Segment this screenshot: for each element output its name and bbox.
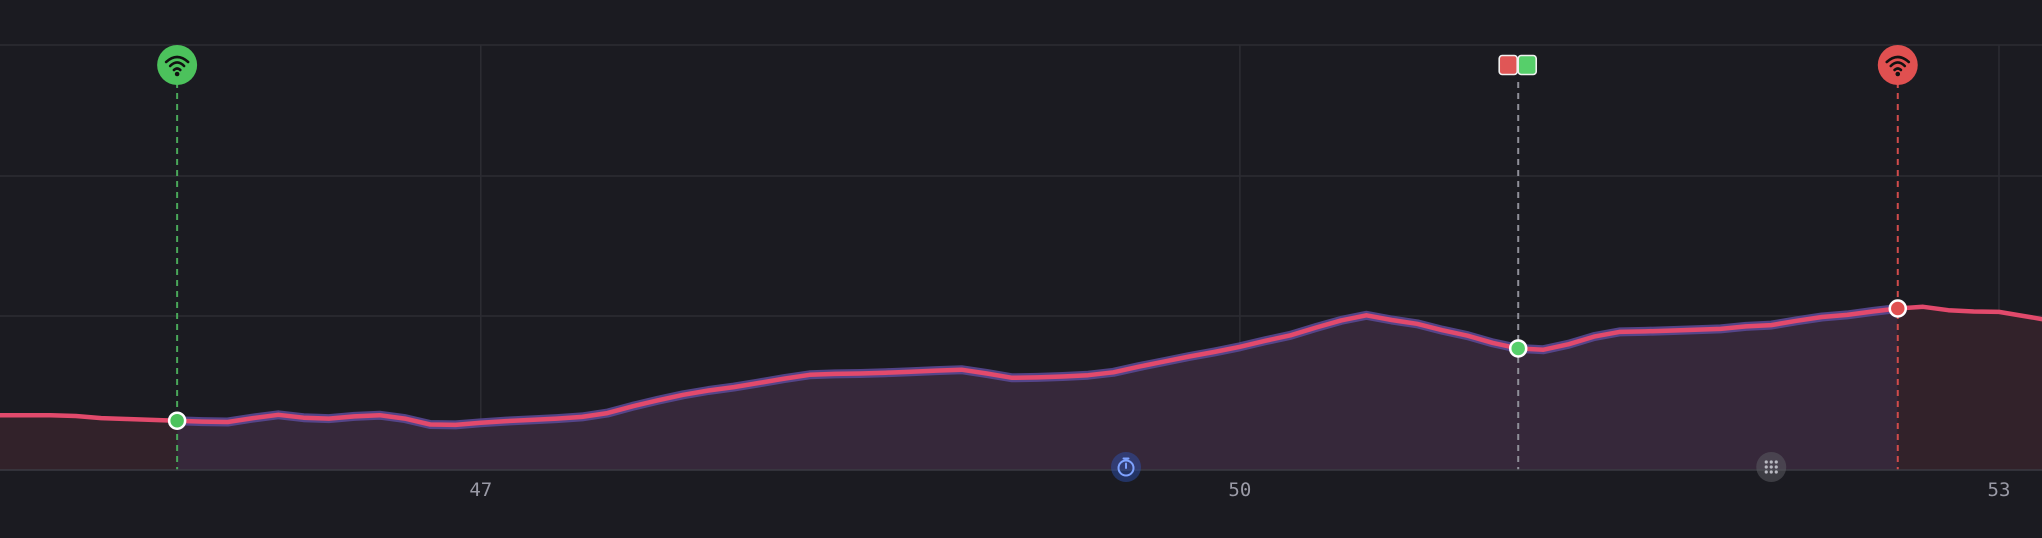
sparkle-dot xyxy=(1764,470,1768,474)
x-tick-label: 50 xyxy=(1228,479,1251,501)
wifi-arc-mid xyxy=(1889,61,1907,68)
wifi-arc-inner xyxy=(172,67,182,72)
area-active xyxy=(177,308,1898,470)
wifi-connect-icon[interactable] xyxy=(157,45,198,85)
wifi-disconnect-icon[interactable] xyxy=(1877,45,1918,85)
stopwatch-icon[interactable] xyxy=(1111,452,1142,482)
x-tick-label: 47 xyxy=(469,479,492,501)
wifi-dot xyxy=(174,71,180,77)
wifi-arc-mid xyxy=(168,61,186,68)
x-axis: 47 50 53 xyxy=(0,469,2042,501)
sparkle-dot xyxy=(1774,470,1778,474)
wifi-arc-outer xyxy=(1885,55,1911,64)
marker-point-connect xyxy=(167,411,187,430)
sparkle-dot xyxy=(1769,470,1773,474)
wifi-arc-inner xyxy=(1893,67,1903,72)
marker-point-disconnect xyxy=(1888,299,1908,318)
wifi-icon-bg xyxy=(1877,45,1918,85)
swap-flags-icon[interactable] xyxy=(1498,54,1538,76)
marker-points xyxy=(167,299,1908,430)
wifi-dot xyxy=(1895,71,1901,77)
sparkle-dot xyxy=(1764,460,1768,464)
marker-point-switch xyxy=(1508,339,1528,358)
sparkle-dot xyxy=(1764,465,1768,469)
sparkle-icon[interactable] xyxy=(1756,452,1787,482)
grid-lines xyxy=(0,44,2042,470)
series-line xyxy=(0,304,2042,428)
series-line xyxy=(0,303,2042,430)
area-fill xyxy=(0,306,2042,470)
x-tick-label: 53 xyxy=(1988,479,2011,501)
marker-lines xyxy=(176,82,1899,470)
flag-green xyxy=(1517,54,1538,76)
wifi-icon-bg xyxy=(157,45,198,85)
sparkle-dot xyxy=(1774,465,1778,469)
event-icons[interactable] xyxy=(1111,452,1787,482)
area-inactive-right xyxy=(1897,306,2042,470)
sparkle-dot xyxy=(1769,460,1773,464)
wifi-arc-outer xyxy=(164,55,190,64)
sparkle-dot xyxy=(1769,465,1773,469)
area-inactive-left xyxy=(0,415,178,470)
marker-icons[interactable] xyxy=(157,45,1918,85)
timer-face xyxy=(1117,459,1135,477)
flag-red xyxy=(1498,54,1519,76)
sparkle-dot xyxy=(1774,460,1778,464)
